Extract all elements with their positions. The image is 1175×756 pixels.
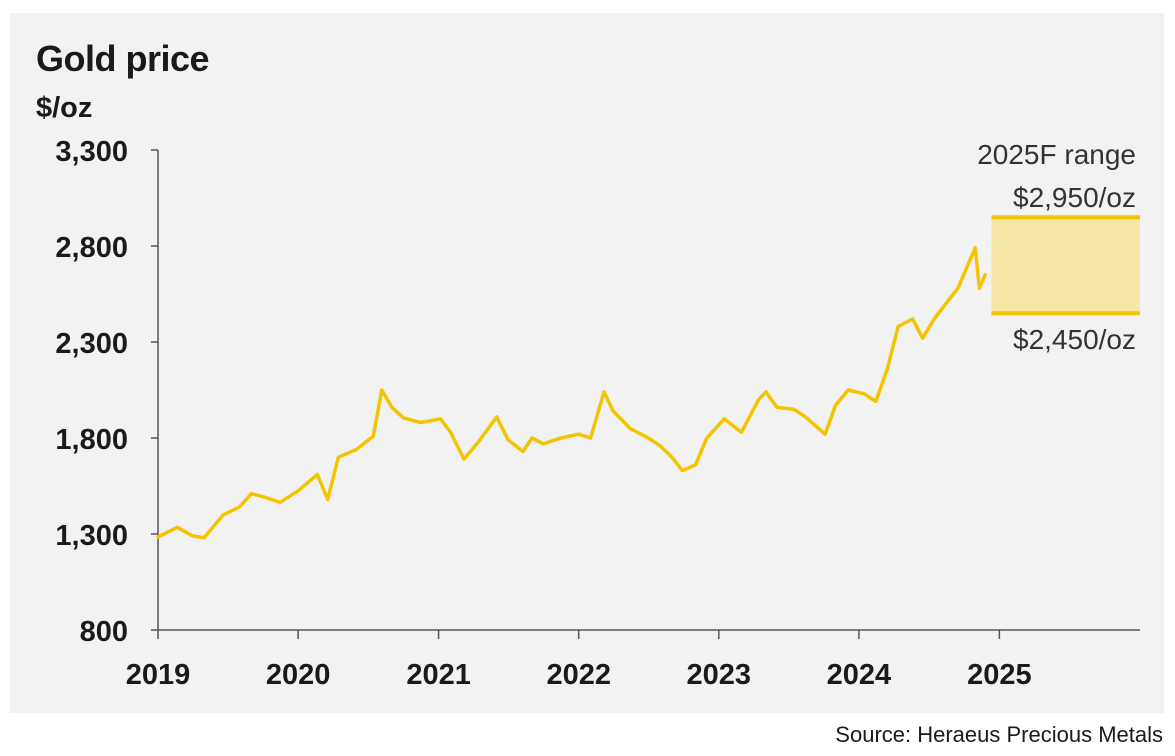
forecast-range-title: 2025F range xyxy=(977,139,1136,170)
x-tick-label: 2021 xyxy=(406,659,471,691)
gold-price-line xyxy=(156,246,987,540)
chart-panel xyxy=(10,13,1164,713)
x-tick-label: 2023 xyxy=(687,659,752,691)
x-tick-label: 2025 xyxy=(967,659,1032,691)
series-layer xyxy=(156,246,987,540)
x-tick-label: 2019 xyxy=(126,659,191,691)
axes: 3,300 2,800 2,300 1,800 1,300 800 2019 2020 2021… xyxy=(55,136,1140,691)
y-tick-label: 3,300 xyxy=(55,136,128,168)
y-tick-label: 1,800 xyxy=(55,424,128,456)
forecast-range-band xyxy=(991,217,1140,314)
y-tick-label: 2,300 xyxy=(55,328,128,360)
x-tick-label: 2022 xyxy=(546,659,611,691)
y-axis-unit: $/oz xyxy=(36,92,93,124)
chart-title: Gold price xyxy=(36,38,210,79)
y-tick-label: 800 xyxy=(80,616,128,648)
x-tick-label: 2024 xyxy=(827,659,892,691)
y-tick-label: 2,800 xyxy=(55,232,128,264)
source-note: Source: Heraeus Precious Metals xyxy=(835,722,1163,747)
x-tick-label: 2020 xyxy=(266,659,331,691)
forecast-low-label: $2,450/oz xyxy=(1013,324,1136,355)
y-tick-label: 1,300 xyxy=(55,520,128,552)
forecast-high-label: $2,950/oz xyxy=(1013,182,1136,213)
forecast-range-layer xyxy=(991,215,1140,316)
